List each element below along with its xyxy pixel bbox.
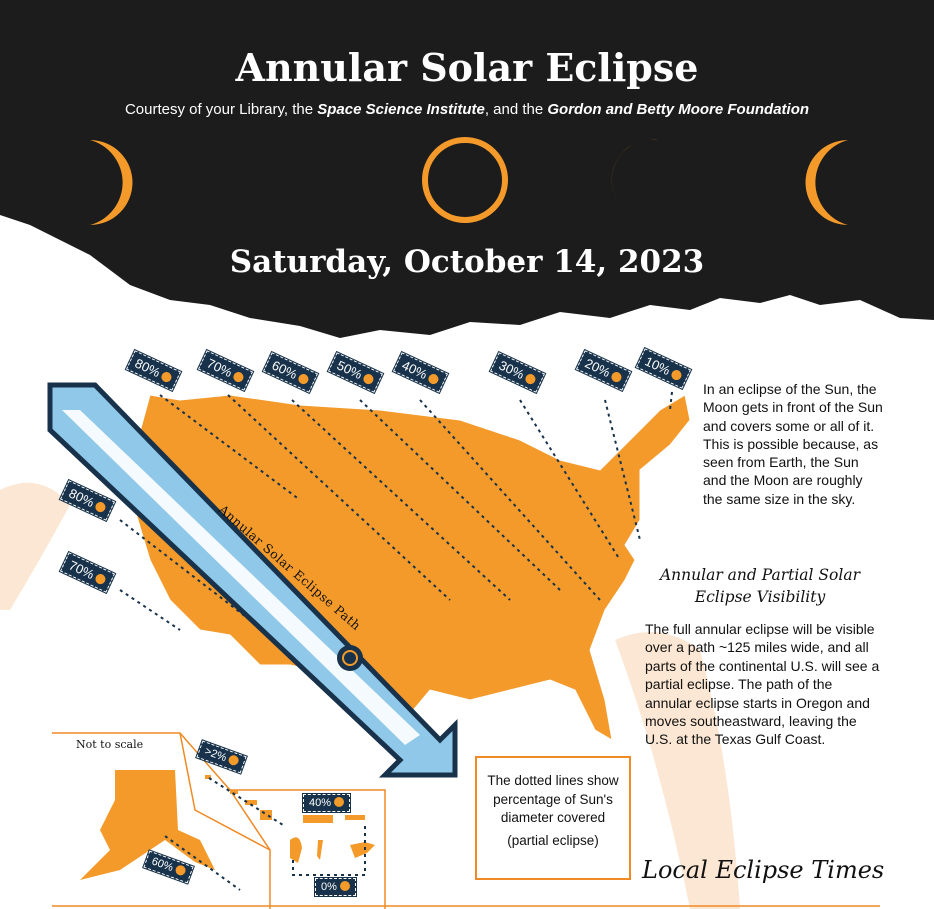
peach-swoosh-left [0,482,70,610]
not-to-scale-label: Not to scale [76,738,144,751]
crescent-icon [334,797,345,807]
crescent-icon [805,140,848,225]
local-times-heading: Local Eclipse Times [642,856,885,884]
crescent-icon [426,372,441,386]
annular-ring-icon [422,137,508,223]
coverage-tag-puerto-rico: 40% [301,793,352,813]
eclipse-path-arrow [47,382,458,778]
intro-text: In an eclipse of the Sun, the Moon gets … [703,381,883,507]
visibility-text: The full annular eclipse will be visible… [645,621,880,748]
header-background [0,0,934,338]
crescent-icon [296,372,311,386]
inset-maps [80,770,375,880]
crescent-icon [609,370,624,384]
crescent-icon [159,370,174,384]
crescent-icon [93,572,108,586]
eclipse-date: Saturday, October 14, 2023 [229,244,705,280]
peach-swoosh-right [615,632,740,909]
page-title: Annular Solar Eclipse [235,45,699,90]
pacific-islands-map [290,815,375,863]
coverage-tag-pacific: 0% [314,877,357,897]
crescent-icon [231,370,246,384]
puerto-rico-map [303,815,333,823]
dotted-lines-legend: The dotted lines show percentage of Sun'… [475,756,631,880]
sun-icon [227,753,241,767]
crescent-icon [361,372,376,386]
subtitle: Courtesy of your Library, the Space Scie… [124,101,810,118]
hawaii-map [205,775,272,820]
partial-eclipse-lines [119,391,673,631]
crescent-icon [90,140,133,225]
crescent-icon [523,372,538,386]
sun-icon [339,881,350,891]
crescent-icon [174,863,188,877]
annular-center-icon [337,645,363,671]
visibility-heading: Annular and Partial Solar Eclipse Visibi… [659,566,860,606]
alaska-map [80,770,215,880]
us-map [134,394,691,746]
inset-dotted-lines [164,777,366,891]
sun-icon [669,368,684,382]
crescent-icon [93,500,108,514]
moon-phases [90,137,848,225]
